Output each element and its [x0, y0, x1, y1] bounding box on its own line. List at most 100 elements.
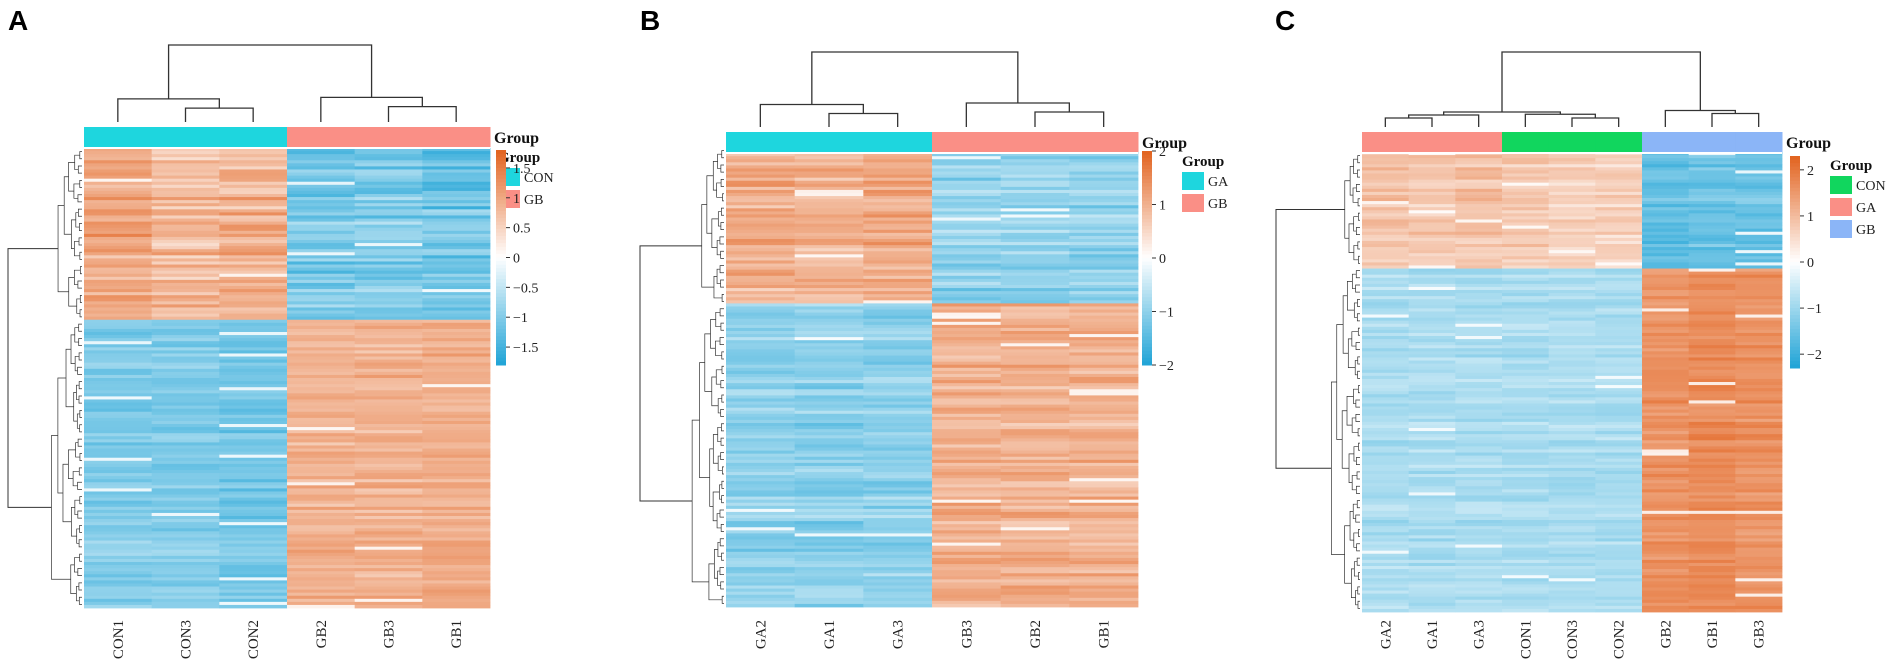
heatmap-cell	[1595, 240, 1643, 245]
heatmap-cell	[1362, 507, 1410, 512]
heatmap-cell	[84, 240, 153, 244]
heatmap-cell	[794, 551, 864, 556]
heatmap-cell	[84, 282, 153, 287]
heatmap-cell	[1688, 305, 1736, 309]
heatmap-cell	[1642, 326, 1690, 331]
heatmap-cell	[1069, 318, 1139, 323]
heatmap-cell	[84, 568, 153, 572]
heatmap-cell	[151, 494, 220, 498]
heatmap-cell	[794, 364, 864, 369]
heatmap-cell	[794, 315, 864, 320]
heatmap-cell	[932, 465, 1002, 470]
heatmap-cell	[1455, 244, 1503, 248]
heatmap-cell	[1069, 254, 1139, 258]
heatmap-cell	[151, 359, 220, 364]
row-dendrogram-branch	[57, 205, 69, 293]
heatmap-cell	[354, 390, 423, 394]
heatmap-cell	[1000, 603, 1070, 608]
heatmap-cell	[794, 484, 864, 488]
heatmap-cell	[1548, 244, 1596, 248]
heatmap-cell	[863, 315, 933, 320]
heatmap-cell	[287, 601, 356, 606]
heatmap-cell	[1642, 305, 1690, 309]
heatmap-cell	[151, 371, 220, 376]
heatmap-cell	[1688, 498, 1736, 502]
heatmap-cell	[287, 190, 356, 195]
heatmap-cell	[1595, 305, 1643, 309]
heatmap-cell	[354, 528, 423, 532]
heatmap-cell	[1735, 562, 1783, 567]
heatmap-cell	[219, 295, 288, 299]
heatmap-cell	[1548, 510, 1596, 515]
heatmap-cell	[1735, 332, 1783, 337]
heatmap-cell	[219, 286, 288, 290]
heatmap-cell	[794, 377, 864, 381]
heatmap-cell	[1595, 581, 1643, 585]
heatmap-cell	[354, 292, 423, 296]
heatmap-cell	[863, 153, 933, 157]
heatmap-cell	[151, 332, 220, 336]
row-dendrogram-branch	[721, 365, 724, 374]
heatmap-cell	[794, 300, 864, 304]
heatmap-cell	[1455, 458, 1503, 463]
heatmap-cell	[219, 151, 288, 155]
heatmap-cell	[1069, 573, 1139, 577]
heatmap-cell	[1642, 228, 1690, 233]
row-dendrogram-branch	[1357, 370, 1360, 379]
heatmap-cell	[1362, 412, 1410, 417]
heatmap-cell	[151, 457, 220, 462]
heatmap-cell	[1595, 572, 1643, 576]
heatmap-cell	[794, 373, 864, 378]
heatmap-cell	[794, 423, 864, 427]
heatmap-cell	[1362, 357, 1410, 361]
heatmap-cell	[1069, 315, 1139, 320]
heatmap-cell	[726, 373, 796, 378]
heatmap-cell	[84, 451, 153, 456]
heatmap-cell	[354, 381, 423, 385]
heatmap-cell	[1069, 349, 1139, 353]
color-scale-step	[1790, 194, 1800, 199]
heatmap-cell	[1595, 366, 1643, 371]
heatmap-cell	[794, 429, 864, 433]
heatmap-cell	[84, 531, 153, 535]
heatmap-cell	[1502, 550, 1550, 555]
heatmap-cell	[932, 370, 1002, 375]
heatmap-cell	[1502, 167, 1550, 171]
heatmap-cell	[1455, 250, 1503, 254]
heatmap-cell	[1455, 299, 1503, 303]
heatmap-cell	[794, 557, 864, 562]
heatmap-cell	[1548, 259, 1596, 263]
heatmap-cell	[287, 592, 356, 597]
annotation-cell	[1502, 132, 1550, 152]
heatmap-cell	[863, 518, 933, 522]
heatmap-cell	[1000, 196, 1070, 200]
heatmap-cell	[794, 475, 864, 479]
heatmap-cell	[422, 304, 491, 308]
heatmap-cell	[1455, 581, 1503, 585]
heatmap-cell	[1502, 262, 1550, 266]
heatmap-cell	[1502, 529, 1550, 533]
heatmap-cell	[1455, 219, 1503, 223]
heatmap-cell	[1362, 363, 1410, 368]
heatmap-cell	[1595, 363, 1643, 368]
heatmap-cell	[1000, 521, 1070, 525]
annotation-title: Group	[1786, 135, 1831, 152]
heatmap-cell	[1455, 572, 1503, 576]
heatmap-cell	[354, 353, 423, 357]
color-scale-step	[1142, 293, 1152, 298]
heatmap-cell	[1455, 516, 1503, 521]
heatmap-cell	[219, 528, 288, 532]
heatmap-cell	[1000, 548, 1070, 553]
heatmap-cell	[726, 496, 796, 501]
heatmap-cell	[422, 445, 491, 449]
heatmap-cell	[287, 525, 356, 529]
heatmap-cell	[1688, 302, 1736, 306]
color-scale-step	[496, 232, 506, 237]
heatmap-cell	[1000, 447, 1070, 451]
heatmap-cell	[1502, 424, 1550, 429]
heatmap-cell	[1408, 480, 1456, 484]
heatmap-cell	[726, 570, 796, 574]
heatmap-cell	[1408, 259, 1456, 263]
heatmap-cell	[1362, 366, 1410, 371]
heatmap-cell	[151, 519, 220, 523]
